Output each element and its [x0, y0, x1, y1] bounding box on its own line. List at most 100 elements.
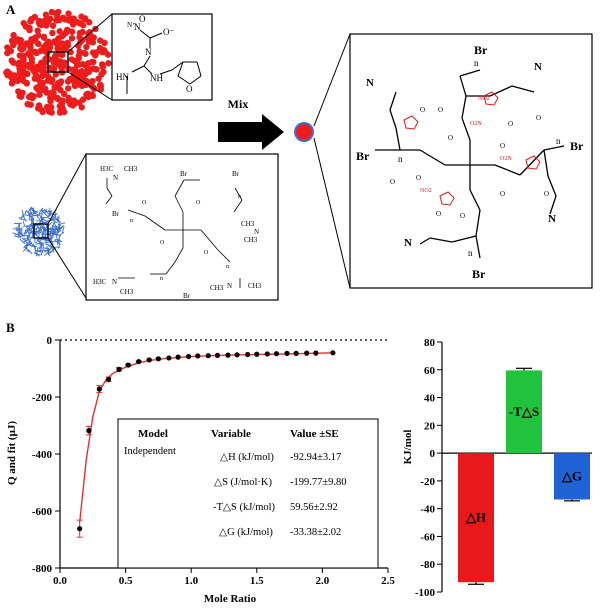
results-table: Model Variable Value ±SE Independent △H …	[118, 419, 378, 568]
nanoparticle-dot	[21, 61, 27, 67]
data-point	[235, 352, 240, 357]
svg-text:O: O	[508, 120, 513, 128]
nanoparticle-dot	[4, 50, 10, 56]
nanoparticle-dot	[33, 85, 39, 91]
data-point	[97, 386, 102, 391]
x-tick-label: 1.0	[184, 575, 198, 587]
table-row-0-variable: △H (kJ/mol)	[220, 452, 274, 463]
nanoparticle-dot	[91, 34, 97, 40]
data-point	[330, 350, 335, 355]
nanoparticle-dot	[66, 98, 72, 104]
y-tick-label: -200	[32, 392, 53, 404]
bar-y-tick-label: -80	[420, 559, 435, 571]
y-tick-label: -400	[32, 449, 53, 461]
data-point	[106, 377, 111, 382]
svg-text:NH: NH	[150, 73, 163, 83]
bar-category-label: △H	[465, 510, 486, 525]
bar-y-tick-label: 80	[424, 337, 436, 349]
y-tick-label: -800	[32, 563, 53, 575]
bar-category-label: -T△S	[509, 404, 539, 419]
svg-text:O: O	[500, 142, 505, 150]
data-point	[313, 351, 318, 356]
scheme-svg: A N	[0, 0, 600, 312]
nanoparticle-dot	[43, 22, 49, 28]
polymer-strand	[40, 222, 49, 223]
polymer-strand	[23, 221, 25, 226]
nanoparticle-dot	[18, 72, 24, 78]
svg-text:O: O	[204, 250, 209, 256]
svg-text:Br: Br	[183, 292, 191, 300]
panel-label-a: A	[6, 2, 16, 17]
nanoparticle-dot	[81, 16, 87, 22]
nanoparticle-dot	[29, 56, 35, 62]
table-row-3-variable: △G (kJ/mol)	[219, 527, 273, 538]
svg-text:n: n	[398, 154, 403, 164]
x-tick-label: 2.0	[316, 575, 330, 587]
nanoparticle-dot	[32, 34, 38, 40]
table-header-model: Model	[138, 428, 168, 440]
nanoparticle-dot	[4, 44, 10, 50]
svg-text:N: N	[113, 174, 118, 182]
nanoparticle-dot	[97, 37, 103, 43]
table-row-1-variable: △S (J/mol·K)	[214, 477, 272, 488]
data-point	[166, 355, 171, 360]
svg-text:N: N	[404, 237, 412, 249]
polymer-strand	[39, 244, 44, 245]
bar-y-tick-label: 0	[430, 448, 436, 460]
svg-text:O: O	[460, 212, 465, 220]
nanoparticle-dot	[47, 16, 53, 22]
data-point	[206, 353, 211, 358]
svg-text:Br: Br	[180, 170, 188, 178]
nanoparticle-dot	[33, 66, 39, 72]
nanoparticle-dot	[42, 86, 48, 92]
x-tick-label: 0.0	[53, 575, 67, 587]
bar-y-tick-label: -20	[420, 476, 435, 488]
nanoparticle-dot	[21, 20, 27, 26]
svg-text:O: O	[139, 14, 146, 24]
table-header-variable: Variable	[211, 428, 251, 440]
polymer-strand	[45, 244, 51, 245]
nanoparticle-dot	[60, 41, 66, 47]
data-point	[175, 355, 180, 360]
svg-text:Br: Br	[356, 149, 370, 163]
nanoparticle-dot	[58, 63, 64, 69]
nanoparticle-dot	[72, 81, 78, 87]
nanoparticle-dot	[36, 92, 42, 98]
nanoparticle-dot	[19, 46, 25, 52]
svg-text:n: n	[238, 194, 241, 200]
nanoparticle-dot	[27, 44, 33, 50]
svg-text:O: O	[448, 134, 453, 142]
y-tick-label: 0	[47, 335, 53, 347]
x-tick-label: 2.5	[381, 575, 395, 587]
nanoparticle-dot	[97, 45, 103, 51]
bar-y-tick-label: 40	[424, 393, 436, 405]
svg-text:n: n	[468, 248, 473, 258]
svg-text:HN: HN	[116, 72, 129, 82]
scheme-panel: A N	[0, 0, 600, 312]
nanoparticle-dot	[66, 17, 72, 23]
nanoparticle-dot	[85, 94, 91, 100]
nanoparticle-dot	[72, 100, 78, 106]
svg-text:O: O	[500, 190, 505, 198]
svg-text:CH3: CH3	[210, 284, 224, 292]
data-point	[245, 352, 250, 357]
bar-y-tick-label: 60	[424, 365, 436, 377]
nanoparticle-dot	[60, 15, 66, 21]
nanoparticle-dot	[24, 80, 30, 86]
svg-text:N: N	[112, 278, 117, 286]
svg-text:CH3: CH3	[244, 236, 258, 244]
mixed-nanoparticle	[294, 34, 350, 288]
table-row-2-variable: -T△S (kJ/mol)	[213, 502, 276, 513]
polymer-strand	[14, 223, 22, 224]
data-point	[147, 357, 152, 362]
nanoparticle-dot	[48, 79, 54, 85]
nanoparticle-dot	[65, 85, 71, 91]
svg-text:N: N	[548, 213, 556, 225]
nanoparticle-dot	[33, 50, 39, 56]
svg-text:O: O	[142, 200, 147, 206]
polymer-strand	[43, 250, 49, 251]
red-nanoparticle	[3, 9, 111, 116]
nanoparticle-dot	[100, 69, 106, 75]
